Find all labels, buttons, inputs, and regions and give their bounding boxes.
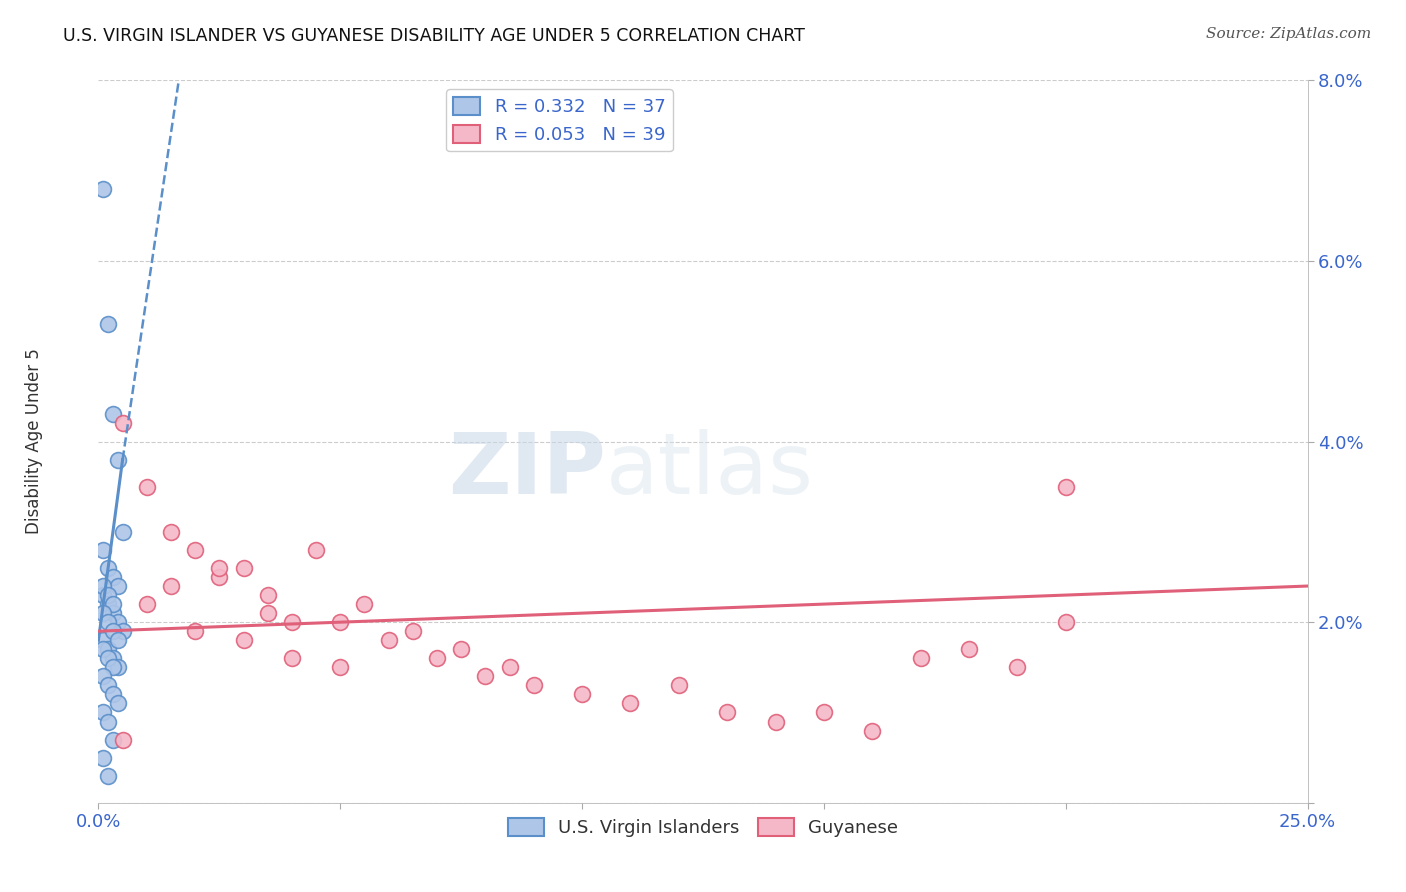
Point [111,524,134,539]
Point [111,624,134,639]
Point [101,732,124,747]
Point [1054,615,1077,630]
Point [281,651,304,665]
Point [957,642,980,657]
Point [101,624,124,639]
Point [111,732,134,747]
Point [571,687,593,701]
Point [402,624,425,639]
Point [107,615,129,630]
Point [474,669,496,683]
Point [91,181,114,195]
Point [184,624,207,639]
Point [97,678,120,692]
Point [97,588,120,602]
Point [1007,660,1029,674]
Point [160,524,183,539]
Point [305,542,328,557]
Point [107,452,129,467]
Point [184,542,207,557]
Point [101,687,124,701]
Point [97,317,120,331]
Point [160,579,183,593]
Point [111,417,134,431]
Text: ZIP: ZIP [449,429,606,512]
Point [208,561,231,575]
Point [813,706,835,720]
Point [91,750,114,764]
Point [101,570,124,584]
Point [135,480,157,494]
Point [498,660,520,674]
Point [97,651,120,665]
Point [426,651,449,665]
Point [97,714,120,729]
Point [619,697,641,711]
Point [523,678,546,692]
Point [450,642,472,657]
Text: U.S. VIRGIN ISLANDER VS GUYANESE DISABILITY AGE UNDER 5 CORRELATION CHART: U.S. VIRGIN ISLANDER VS GUYANESE DISABIL… [63,27,806,45]
Point [91,542,114,557]
Point [101,606,124,620]
Point [353,597,375,611]
Point [377,633,399,648]
Point [101,597,124,611]
Point [101,660,124,674]
Point [716,706,738,720]
Point [107,633,129,648]
Point [91,579,114,593]
Point [97,642,120,657]
Point [256,606,278,620]
Point [860,723,883,738]
Legend: U.S. Virgin Islanders, Guyanese: U.S. Virgin Islanders, Guyanese [501,811,905,845]
Point [208,570,231,584]
Point [329,660,352,674]
Point [97,561,120,575]
Point [281,615,304,630]
Point [668,678,690,692]
Point [97,769,120,783]
Point [91,633,114,648]
Point [1054,480,1077,494]
Y-axis label: Disability Age Under 5: Disability Age Under 5 [25,349,42,534]
Point [329,615,352,630]
Point [135,597,157,611]
Point [232,561,254,575]
Point [765,714,787,729]
Point [91,669,114,683]
Text: Source: ZipAtlas.com: Source: ZipAtlas.com [1205,27,1371,41]
Point [101,408,124,422]
Point [107,579,129,593]
Point [91,588,114,602]
Point [101,651,124,665]
Point [91,642,114,657]
Point [91,606,114,620]
Text: atlas: atlas [606,429,814,512]
Point [107,697,129,711]
Point [97,615,120,630]
Point [91,706,114,720]
Point [107,660,129,674]
Point [256,588,278,602]
Point [910,651,932,665]
Point [97,597,120,611]
Point [232,633,254,648]
